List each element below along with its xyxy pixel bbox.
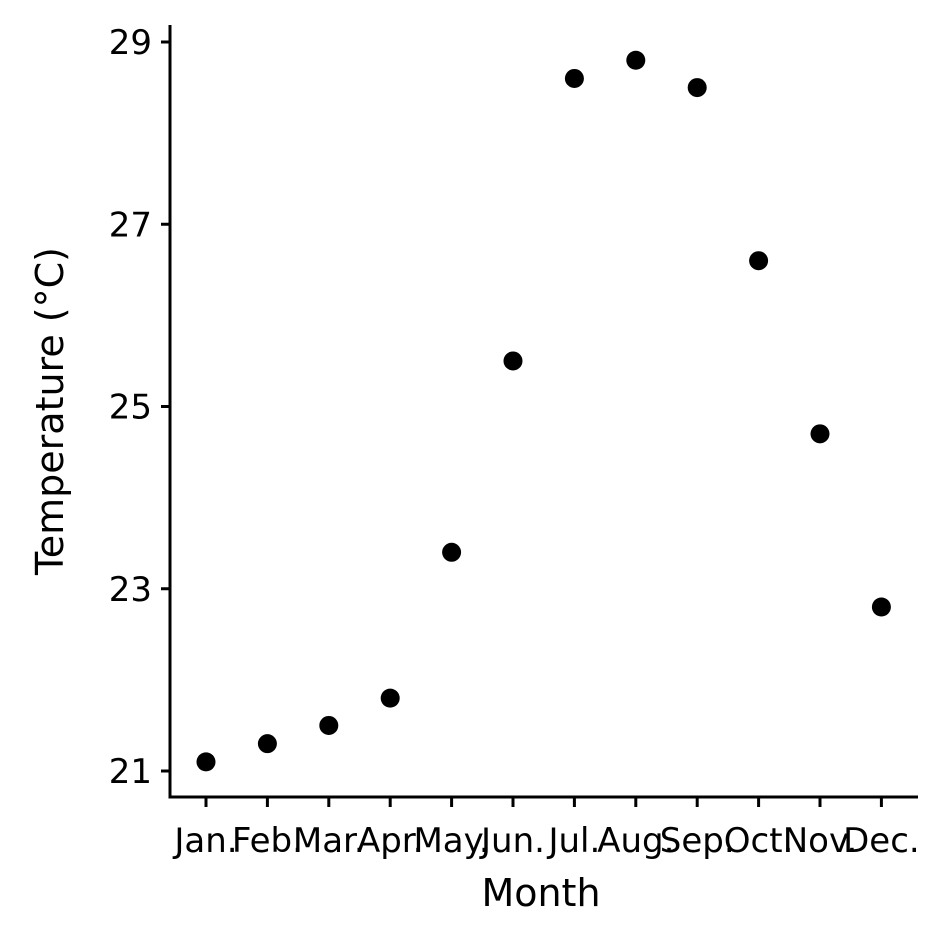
data-point [810, 424, 830, 444]
y-axis-title: Temperature (°C) [28, 247, 72, 576]
data-point [503, 351, 523, 371]
data-point [380, 688, 400, 708]
x-tick-label: Sep. [660, 821, 735, 861]
data-point [319, 715, 339, 735]
y-tick-label: 29 [109, 23, 152, 63]
data-point [196, 752, 216, 772]
data-point [564, 68, 584, 88]
data-point [749, 251, 769, 271]
x-tick-label: Nov. [783, 821, 858, 861]
x-tick-label: Jan. [172, 821, 237, 861]
x-tick-label: Apr. [357, 821, 424, 861]
data-point [687, 78, 707, 98]
y-tick-label: 27 [109, 205, 152, 245]
data-point [626, 50, 646, 70]
x-tick-label: Mar. [293, 821, 365, 861]
x-tick-label: Oct. [724, 821, 794, 861]
x-tick-label: Aug. [597, 821, 674, 861]
x-tick-label: May. [413, 821, 489, 861]
x-tick-label: Jun. [479, 821, 545, 861]
data-point [871, 597, 891, 617]
x-tick-label: Feb. [232, 821, 303, 861]
y-tick-label: 25 [109, 388, 152, 428]
axes [168, 25, 918, 799]
data-points [196, 50, 891, 772]
data-point [442, 542, 462, 562]
y-tick-label: 21 [109, 752, 152, 792]
x-axis-ticks: Jan.Feb.Mar.Apr.May.Jun. Jul.Aug.Sep.Oct.… [172, 797, 920, 861]
data-point [257, 734, 277, 754]
y-axis-ticks: 21 23 25 27 29 [109, 23, 170, 792]
x-tick-label: Dec. [843, 821, 920, 861]
x-tick-label: Jul. [546, 821, 600, 861]
y-tick-label: 23 [109, 570, 152, 610]
x-axis-title: Month [481, 871, 600, 915]
